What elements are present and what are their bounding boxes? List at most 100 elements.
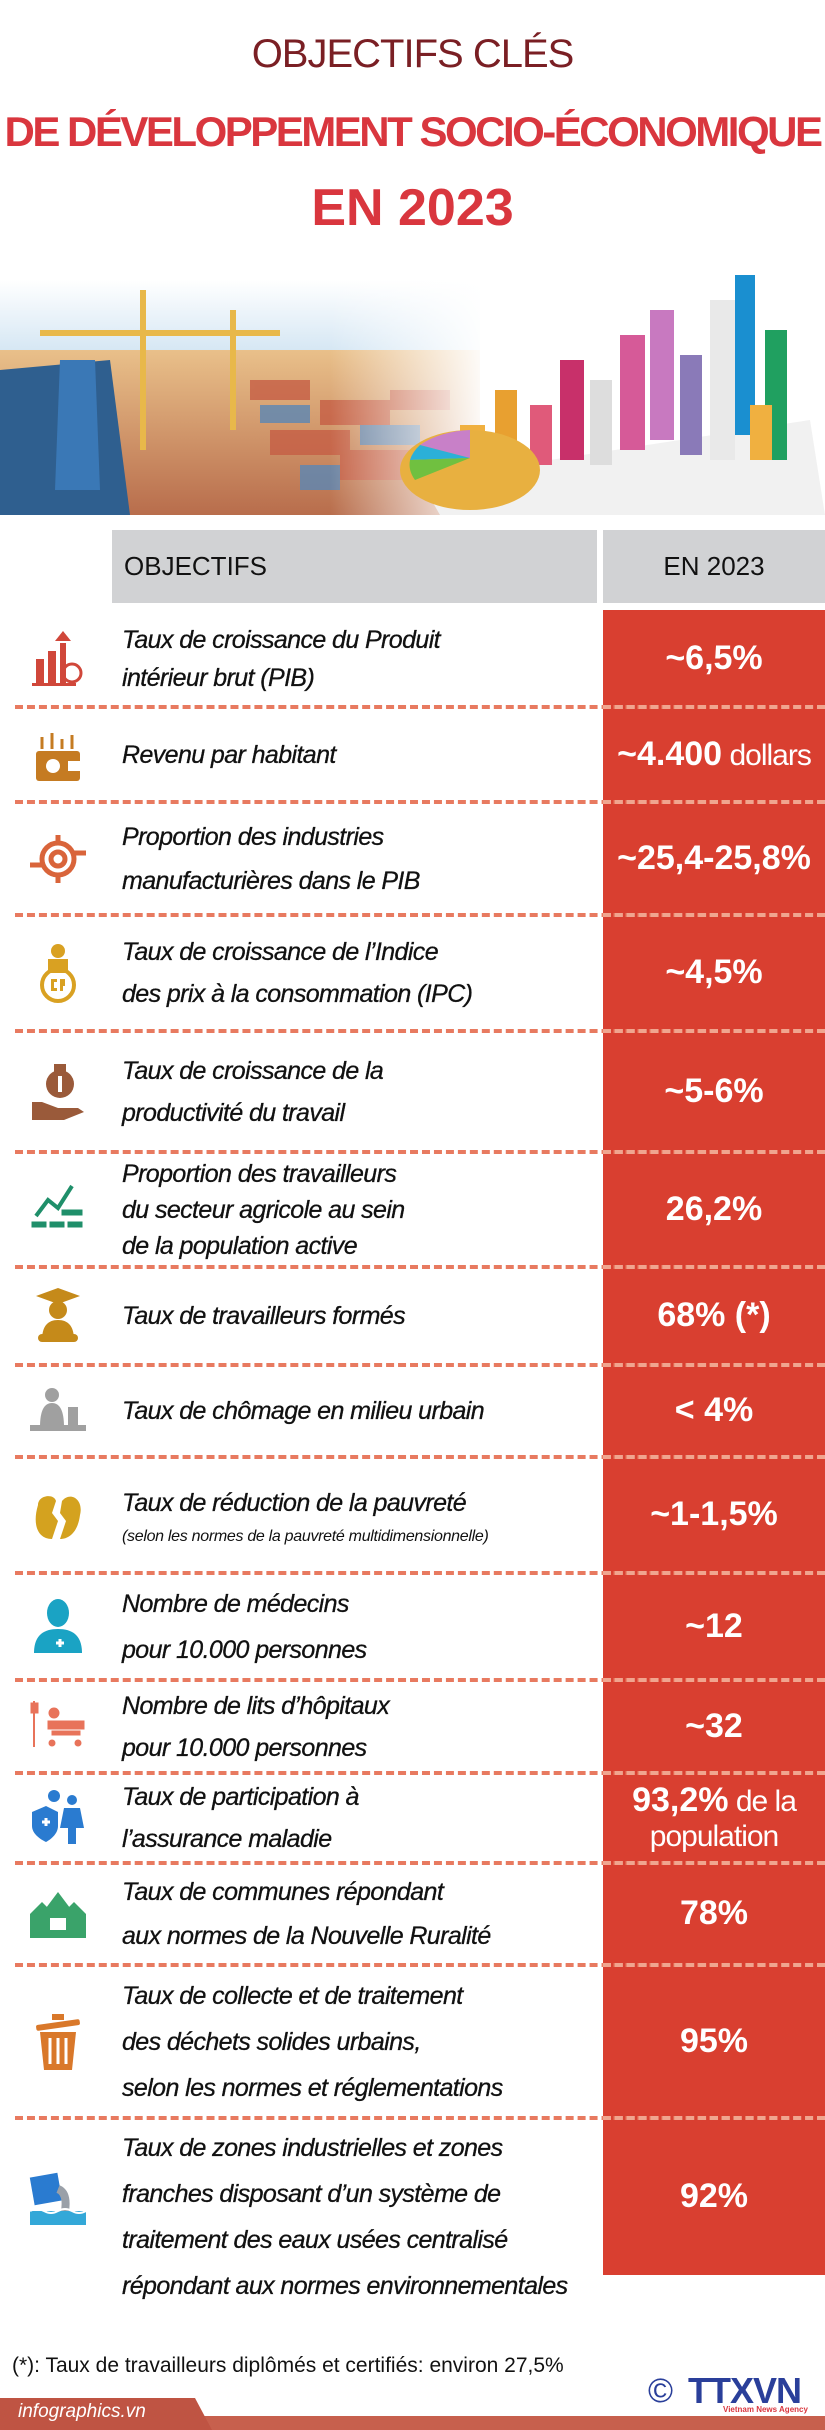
column-header-year: EN 2023 [603,530,825,603]
graduate-icon [28,1286,88,1346]
objective-value: ~6,5% [603,610,825,707]
objective-row: Taux de zones industrielles et zones fran… [0,2118,825,2315]
row-divider [15,1963,825,1967]
objective-label-line: des déchets solides urbains, [122,2027,422,2056]
ttxvn-logo: © TTXVN Vietnam News Agency [648,2370,813,2414]
objective-label: Taux de croissance de la productivité du … [122,1031,384,1152]
doctor-icon [28,1597,88,1657]
objective-value-number: 78% [679,1894,749,1933]
row-divider [603,1963,825,1967]
footer-tab [0,2398,212,2430]
objective-row: Taux de réduction de la pauvreté (selon l… [0,1457,825,1573]
row-divider [603,1363,825,1367]
objective-value-line: < 4% [675,1391,753,1430]
objective-label-line: pour 10.000 personnes [122,1635,367,1664]
objective-value: 26,2% [603,1152,825,1267]
row-divider [15,1861,825,1865]
objective-value-number: ~25,4-25,8% [617,838,811,877]
objective-label-line: selon les normes et réglementations [122,2073,504,2102]
objective-value-line: ~32 [685,1707,743,1746]
objective-value-unit: de la [728,1785,797,1819]
row-divider [15,1363,825,1367]
objective-row: Taux de croissance de la productivité du … [0,1031,825,1152]
row-divider [603,705,825,709]
objective-label-line: Taux de croissance de la [122,1056,384,1085]
objective-label-line: Proportion des travailleurs [122,1159,397,1188]
objective-label: Taux de réduction de la pauvreté (selon l… [122,1457,489,1573]
column-header-year-text: EN 2023 [663,551,765,581]
row-divider [15,1150,825,1154]
objective-value-number: ~12 [685,1606,743,1645]
objective-row: Nombre de lits d’hôpitaux pour 10.000 per… [0,1680,825,1773]
objective-label-line: productivité du travail [122,1098,345,1127]
objective-label-line: intérieur brut (PIB) [122,663,315,692]
row-divider [603,1265,825,1269]
row-divider [603,1150,825,1154]
unemployed-person-icon [28,1381,88,1441]
objective-row: Taux de collecte et de traitement des déc… [0,1965,825,2118]
row-divider [603,1029,825,1033]
objective-value: 93,2% de la population [603,1773,825,1863]
objective-value: 95% [603,1965,825,2118]
trash-bin-icon [28,2012,88,2072]
objective-value-number: 26,2% [665,1189,763,1228]
objective-label-line: Revenu par habitant [122,740,337,769]
objective-label-line: Nombre de lits d’hôpitaux [122,1691,390,1720]
objective-label-line: de la population active [122,1231,358,1260]
values-column-background [603,610,825,2275]
objective-label: Taux de participation à l’assurance malad… [122,1773,360,1863]
objective-value: 78% [603,1863,825,1965]
objective-value-line: ~25,4-25,8% [617,839,811,878]
objective-label: Taux de collecte et de traitement des déc… [122,1965,504,2118]
footnote: (*): Taux de travailleurs diplômés et ce… [12,2354,564,2377]
row-divider [603,2116,825,2120]
objective-value-number: ~1-1,5% [650,1495,778,1534]
objective-label: Taux de communes répondant aux normes de … [122,1863,492,1965]
objective-label: Proportion des industries manufacturières… [122,802,421,915]
row-divider [15,1265,825,1269]
objective-row: Taux de participation à l’assurance malad… [0,1773,825,1863]
objective-value-line: 92% [680,2177,748,2216]
objective-row: Taux de croissance de l’Indice des prix à… [0,915,825,1031]
objective-label-line: Taux de collecte et de traitement [122,1981,464,2010]
row-divider [15,1029,825,1033]
objective-label-line: répondant aux normes environnementales [122,2271,568,2300]
objective-row: Taux de travailleurs formés 68% (*) [0,1267,825,1365]
objective-value: ~5-6% [603,1031,825,1152]
row-divider [603,1571,825,1575]
gdp-growth-chart-icon [28,629,88,689]
objective-value: ~12 [603,1573,825,1680]
objective-value-line: 93,2% de la [632,1781,797,1820]
objective-value-number: ~4.400 [617,734,723,773]
rural-houses-icon [28,1884,88,1944]
objective-label: Proportion des travailleurs du secteur ag… [122,1152,405,1267]
title-line-3: EN 2023 [311,179,514,237]
objective-label: Taux de zones industrielles et zones fran… [122,2118,568,2315]
objective-value-number: < 4% [674,1391,754,1430]
objective-label: Taux de chômage en milieu urbain [122,1365,485,1457]
objective-label-line: des prix à la consommation (IPC) [122,980,473,1008]
logo-subtitle: Vietnam News Agency [723,2405,808,2414]
objective-value-number: 93,2% [632,1781,729,1820]
poverty-icon [28,1485,88,1545]
objective-label: Taux de croissance du Produit intérieur b… [122,610,441,707]
objective-value-line: ~12 [685,1607,743,1646]
objective-label-line: Taux de croissance du Produit [122,625,441,654]
money-bag-hand-icon [28,1062,88,1122]
objective-value: < 4% [603,1365,825,1457]
objective-value-line: ~6,5% [665,639,762,678]
row-divider [603,1678,825,1682]
objective-label: Revenu par habitant [122,707,337,802]
hero-image-port-and-charts [0,275,825,515]
copyright-symbol: © [648,2372,674,2410]
footer-site-label: infographics.vn [18,2401,146,2422]
wallet-icon [28,725,88,785]
objective-row: Nombre de médecins pour 10.000 personnes ~… [0,1573,825,1680]
objective-value-line: 68% (*) [657,1296,770,1335]
objective-label-line: Proportion des industries [122,822,384,851]
objective-value: 92% [603,2118,825,2275]
objective-value: ~1-1,5% [603,1457,825,1573]
objective-row: Taux de croissance du Produit intérieur b… [0,610,825,707]
title-line-1: OBJECTIFS CLÉS [251,32,575,76]
objective-row: Proportion des travailleurs du secteur ag… [0,1152,825,1267]
